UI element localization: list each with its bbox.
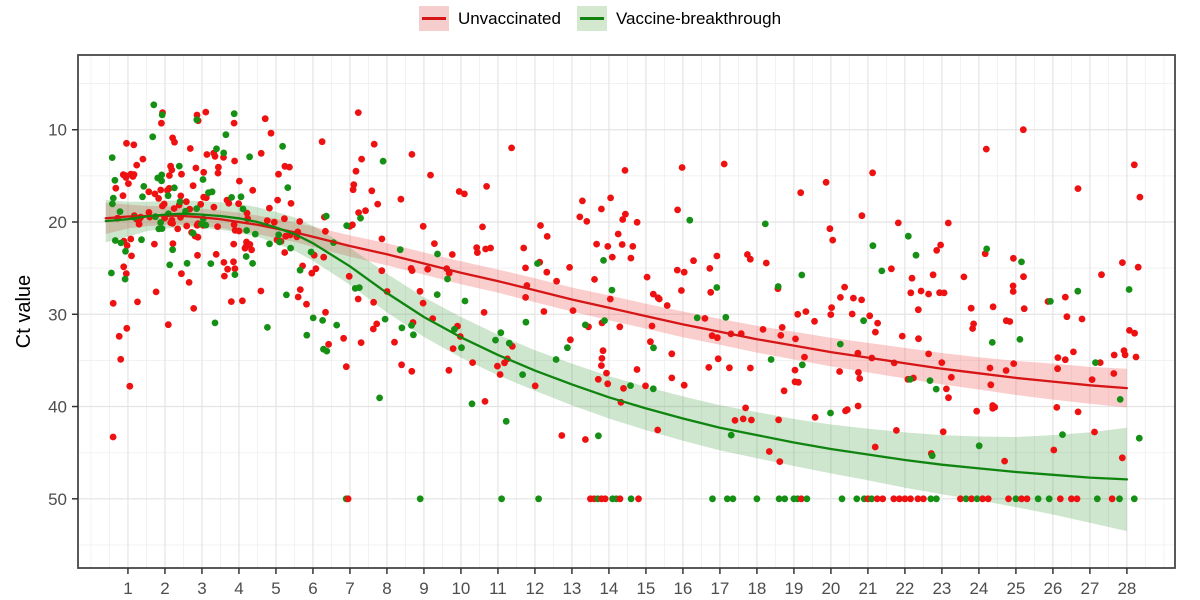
svg-text:23: 23	[932, 579, 951, 598]
svg-text:8: 8	[382, 579, 391, 598]
x-axis: 1 2 3 4 5 6 7 8 9 10 11 12 13 14 15 16 17 18 19 20 21 22 23 24 2…	[123, 568, 1136, 598]
svg-text:20: 20	[48, 213, 67, 232]
svg-text:24: 24	[969, 579, 988, 598]
svg-text:10: 10	[451, 579, 470, 598]
legend-item-vaccine-breakthrough: Vaccine-breakthrough	[576, 6, 782, 31]
svg-text:10: 10	[48, 121, 67, 140]
gridlines	[78, 55, 1175, 568]
svg-text:9: 9	[419, 579, 428, 598]
svg-text:30: 30	[48, 305, 67, 324]
svg-text:17: 17	[710, 579, 729, 598]
y-axis-title: Ct value	[13, 275, 35, 348]
svg-text:2: 2	[160, 579, 169, 598]
scatter-points	[108, 101, 1144, 503]
confidence-ribbons	[105, 199, 1127, 532]
legend-key-line-icon	[421, 17, 446, 20]
svg-text:12: 12	[525, 579, 544, 598]
svg-text:5: 5	[271, 579, 280, 598]
svg-text:19: 19	[784, 579, 803, 598]
svg-text:25: 25	[1006, 579, 1025, 598]
chart-legend: Unvaccinated Vaccine-breakthrough	[0, 6, 1200, 31]
legend-label-vaccine-breakthrough: Vaccine-breakthrough	[615, 9, 782, 28]
svg-text:22: 22	[895, 579, 914, 598]
plot-panel-border	[77, 54, 1176, 569]
svg-text:13: 13	[562, 579, 581, 598]
svg-text:11: 11	[489, 579, 507, 598]
svg-text:16: 16	[673, 579, 692, 598]
svg-text:27: 27	[1080, 579, 1099, 598]
svg-text:20: 20	[821, 579, 840, 598]
svg-text:21: 21	[858, 579, 877, 598]
svg-text:18: 18	[747, 579, 766, 598]
svg-text:4: 4	[234, 579, 243, 598]
legend-key-line-icon	[579, 17, 604, 20]
trend-lines	[104, 212, 1129, 481]
legend-label-unvaccinated: Unvaccinated	[457, 9, 561, 28]
y-axis: 10 20 30 40 50	[48, 121, 78, 509]
svg-text:6: 6	[308, 579, 317, 598]
svg-text:1: 1	[123, 579, 132, 598]
svg-text:50: 50	[48, 490, 67, 509]
legend-item-unvaccinated: Unvaccinated	[418, 6, 561, 31]
svg-text:14: 14	[599, 579, 618, 598]
svg-text:28: 28	[1117, 579, 1136, 598]
legend-key-unvaccinated-swatch	[418, 6, 449, 31]
svg-text:3: 3	[197, 579, 206, 598]
svg-text:26: 26	[1043, 579, 1062, 598]
legend-key-vaccine-breakthrough-swatch	[576, 6, 607, 31]
svg-text:15: 15	[636, 579, 655, 598]
svg-text:7: 7	[345, 579, 354, 598]
svg-text:40: 40	[48, 398, 67, 417]
